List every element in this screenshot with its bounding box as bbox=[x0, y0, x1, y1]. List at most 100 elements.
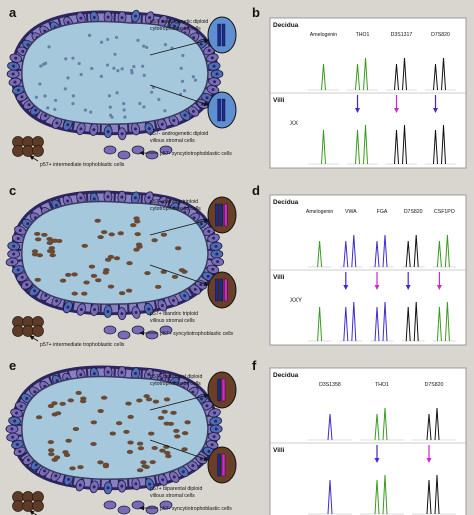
trophoblast-nucleus bbox=[133, 127, 137, 131]
stromal-nucleus bbox=[126, 261, 133, 266]
peak-decidua bbox=[426, 413, 432, 441]
trophoblast-nucleus bbox=[191, 464, 195, 468]
trophoblast-nucleus bbox=[213, 80, 217, 84]
trophoblast-nucleus bbox=[27, 103, 31, 107]
stromal-nucleus bbox=[113, 52, 117, 56]
marker-label: D7S820 bbox=[425, 382, 444, 388]
label-intermediate: p57+ intermediate trophoblastic cells bbox=[40, 342, 125, 348]
peak-decidua bbox=[441, 57, 446, 91]
stromal-nucleus bbox=[110, 115, 114, 119]
trophoblast-nucleus bbox=[213, 411, 217, 415]
trophoblast-nucleus bbox=[54, 203, 58, 207]
intermediate-cell bbox=[32, 325, 44, 337]
marker-label: Amelogenin bbox=[310, 32, 338, 38]
trophoblast-nucleus bbox=[120, 370, 124, 374]
stromal-nucleus bbox=[81, 291, 88, 296]
allele-arrowhead bbox=[355, 108, 360, 113]
allele-arrowhead bbox=[433, 108, 438, 113]
label-stromal-line1: p57+ diandric triploid bbox=[150, 311, 198, 317]
stromal-nucleus bbox=[180, 79, 185, 83]
electropherogram-d: Decidua Villi Amelogenin VWA FGA D7S820 CSF1PO… bbox=[269, 194, 467, 346]
marker-label: CSF1PO bbox=[434, 209, 455, 215]
stromal-nucleus bbox=[123, 429, 130, 434]
trophoblast-nucleus bbox=[199, 283, 203, 287]
stromal-nucleus bbox=[81, 243, 88, 248]
stromal-nucleus bbox=[171, 274, 179, 279]
stromal-nucleus bbox=[130, 223, 137, 228]
trophoblast-nucleus bbox=[10, 260, 14, 264]
intermediate-cell bbox=[22, 500, 34, 512]
stromal-nucleus bbox=[167, 421, 175, 426]
callout-cyto bbox=[207, 371, 237, 409]
trophoblast-nucleus bbox=[12, 252, 16, 256]
stromal-nucleus bbox=[83, 108, 87, 112]
stromal-nucleus bbox=[71, 291, 78, 296]
intermediate-cell bbox=[22, 145, 34, 157]
stromal-nucleus bbox=[136, 38, 140, 42]
allele-arrowhead bbox=[436, 285, 442, 290]
stromal-nucleus bbox=[75, 390, 82, 395]
marker-label: D3S1317 bbox=[391, 32, 413, 38]
stromal-nucleus bbox=[62, 450, 69, 455]
syncytio-cell bbox=[117, 150, 131, 160]
stromal-nucleus bbox=[116, 69, 120, 73]
peak-decidua bbox=[351, 234, 357, 268]
callout-stromal bbox=[207, 91, 237, 129]
trophoblast-nucleus bbox=[147, 196, 151, 200]
stromal-nucleus bbox=[126, 449, 134, 454]
label-villi: Villi bbox=[273, 274, 285, 281]
syncytio-cell bbox=[117, 505, 131, 515]
stromal-nucleus bbox=[145, 397, 153, 402]
stromal-nucleus bbox=[133, 216, 140, 221]
trophoblast-nucleus bbox=[93, 308, 97, 312]
stromal-nucleus bbox=[38, 82, 42, 86]
label-cyto-line2: cytotrophoblastic cells bbox=[150, 26, 201, 32]
genotype-label: XX bbox=[290, 121, 298, 127]
stromal-nucleus bbox=[159, 448, 166, 453]
stromal-nucleus bbox=[125, 288, 133, 293]
peak-decidua bbox=[434, 407, 440, 441]
stromal-nucleus bbox=[137, 446, 145, 451]
stromal-nucleus bbox=[118, 291, 126, 296]
stromal-nucleus bbox=[34, 231, 41, 236]
trophoblast-nucleus bbox=[79, 307, 83, 311]
peak-decidua bbox=[363, 57, 368, 91]
chromosome bbox=[215, 278, 219, 302]
stromal-nucleus bbox=[179, 66, 183, 70]
trophoblast-nucleus bbox=[15, 411, 19, 415]
trophoblast-nucleus bbox=[147, 127, 151, 131]
trophoblast-nucleus bbox=[147, 372, 151, 376]
trophoblast-nucleus bbox=[214, 427, 218, 431]
peak-villi bbox=[343, 306, 349, 342]
chromosome bbox=[217, 378, 221, 402]
stromal-nucleus bbox=[136, 468, 144, 473]
trophoblast-nucleus bbox=[205, 96, 209, 100]
peak-decidua bbox=[355, 63, 360, 91]
trophoblast-nucleus bbox=[18, 449, 22, 453]
trophoblast-nucleus bbox=[133, 196, 137, 200]
stromal-nucleus bbox=[108, 105, 112, 109]
stromal-nucleus bbox=[41, 232, 48, 237]
stromal-nucleus bbox=[136, 441, 144, 446]
chromosome bbox=[221, 453, 226, 477]
trophoblast-nucleus bbox=[79, 127, 83, 131]
intermediate-cell bbox=[12, 500, 24, 512]
trophoblast-nucleus bbox=[55, 299, 59, 303]
panel-letter-d: d bbox=[252, 183, 260, 198]
trophoblast-nucleus bbox=[26, 222, 30, 226]
stromal-nucleus bbox=[50, 238, 57, 243]
stromal-nucleus bbox=[48, 452, 55, 457]
peak-decidua bbox=[327, 413, 333, 441]
stromal-nucleus bbox=[99, 40, 104, 44]
peak-villi bbox=[317, 306, 323, 342]
marker-label: Amelogenin bbox=[306, 209, 334, 215]
stromal-nucleus bbox=[47, 45, 51, 49]
trophoblast-nucleus bbox=[19, 404, 23, 408]
peak-villi bbox=[405, 306, 411, 342]
trophoblast-nucleus bbox=[161, 478, 165, 482]
trophoblast-nucleus bbox=[92, 15, 96, 19]
trophoblast-nucleus bbox=[207, 49, 211, 53]
stromal-nucleus bbox=[77, 61, 81, 66]
peak-villi bbox=[433, 129, 438, 165]
